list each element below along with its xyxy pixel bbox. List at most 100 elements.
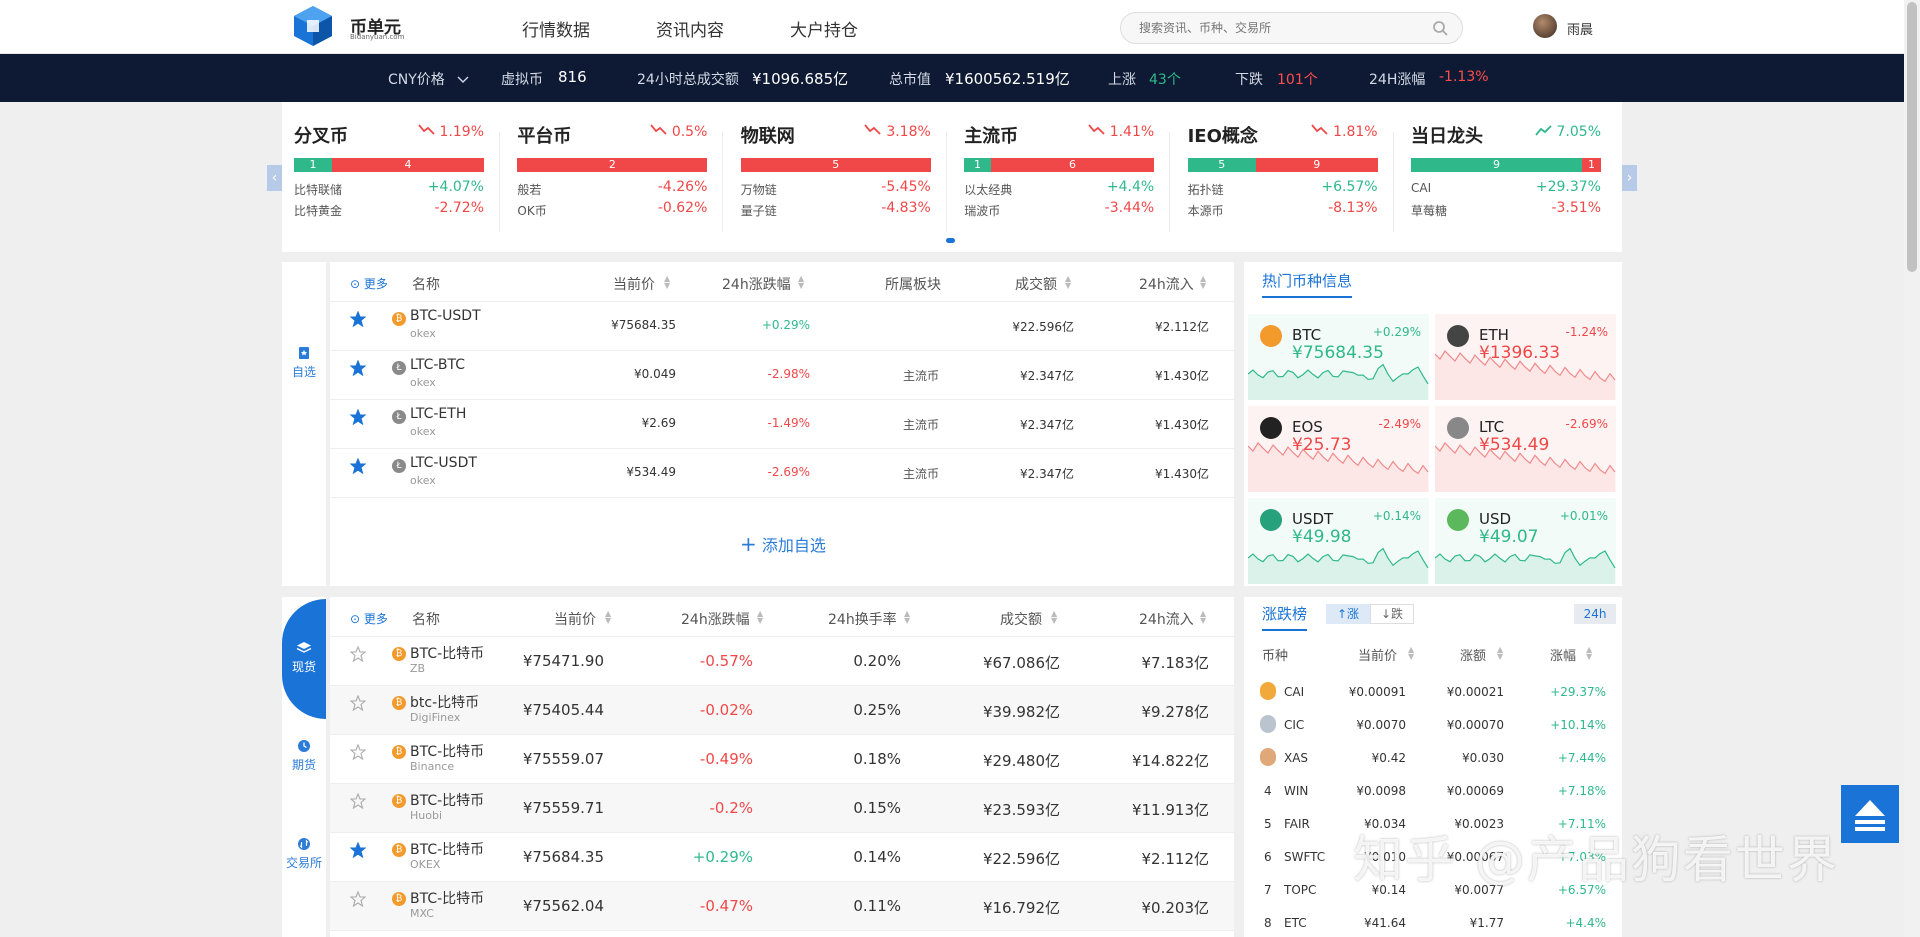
- col-name[interactable]: 名称: [412, 612, 440, 628]
- spot-row[interactable]: ₿ BTC-比特币 OKEX ¥75684.35 +0.29% 0.14% ¥22.596亿…: [330, 833, 1234, 882]
- more-button[interactable]: ⊙ 更多: [350, 610, 388, 627]
- nav-news[interactable]: 资讯内容: [656, 21, 724, 41]
- col-volume[interactable]: 成交额: [1015, 277, 1057, 293]
- star-outline-icon[interactable]: [350, 891, 366, 907]
- col-price[interactable]: 当前价: [1358, 649, 1398, 664]
- ranking-row[interactable]: 3 XAS ¥0.42 ¥0.030 +7.44%: [1244, 741, 1622, 774]
- sort-icon[interactable]: ▲ ▼: [1586, 645, 1593, 661]
- col-name[interactable]: 名称: [412, 277, 440, 293]
- sector-coin-row[interactable]: 万物链 -5.45%: [741, 179, 931, 198]
- col-change[interactable]: 24h涨跌幅: [722, 277, 791, 293]
- sort-icon[interactable]: ▲ ▼: [1200, 609, 1207, 625]
- watchlist-row[interactable]: Ł LTC-USDT okex ¥534.49 -2.69% 主流币 ¥2.347亿 ¥1.4…: [330, 449, 1234, 498]
- col-inflow[interactable]: 24h流入: [1139, 277, 1194, 293]
- hot-coin-card[interactable]: ETH ¥1396.33 -1.24%: [1435, 314, 1616, 400]
- sector-coin-row[interactable]: CAI +29.37%: [1411, 179, 1601, 195]
- watchlist-row[interactable]: Ł LTC-BTC okex ¥0.049 -2.98% 主流币 ¥2.347亿 ¥1.430…: [330, 351, 1234, 400]
- star-filled-icon[interactable]: [350, 360, 366, 376]
- col-price[interactable]: 当前价: [554, 612, 596, 628]
- sector-coin-row[interactable]: OK币 -0.62%: [517, 200, 707, 219]
- search-icon[interactable]: [1432, 20, 1448, 36]
- ranking-row[interactable]: 4 WIN ¥0.0098 ¥0.00069 +7.18%: [1244, 774, 1622, 807]
- col-change[interactable]: 涨幅: [1550, 649, 1577, 664]
- sort-icon[interactable]: ▲ ▼: [798, 274, 805, 290]
- sort-icon[interactable]: ▲ ▼: [1408, 645, 1415, 661]
- carousel-next-button[interactable]: ›: [1622, 165, 1637, 191]
- ranking-row[interactable]: 8 ETC ¥41.64 ¥1.77 +4.4%: [1244, 906, 1622, 937]
- sector-card[interactable]: 物联网 3.18% 5 万物链 -5.45% 量子链 -4.83%: [740, 122, 931, 232]
- col-price[interactable]: 当前价: [613, 277, 655, 293]
- sector-card[interactable]: 平台币 0.5% 2 般若 -4.26% OK币 -0.62%: [517, 122, 708, 232]
- period-24h-button[interactable]: 24h: [1574, 604, 1616, 624]
- ranking-row[interactable]: 6 SWFTC ¥0.010 ¥0.00067 +7.03%: [1244, 840, 1622, 873]
- sector-coin-row[interactable]: 本源币 -8.13%: [1188, 200, 1378, 219]
- sector-coin-row[interactable]: 比特黄金 -2.72%: [294, 200, 484, 219]
- sector-card[interactable]: 当日龙头 7.05% 9 1 CAI +29.37% 草莓糖 -3.51%: [1411, 122, 1601, 232]
- hot-coin-card[interactable]: USD ¥49.07 +0.01%: [1435, 498, 1616, 584]
- sector-card[interactable]: 主流币 1.41% 1 6 以太经典 +4.4% 瑞波币 -3.44%: [964, 122, 1155, 232]
- spot-row[interactable]: ₿ BTC-比特币 ZB ¥75471.90 -0.57% 0.20% ¥67.086亿 ¥7…: [330, 637, 1234, 686]
- col-amount[interactable]: 涨额: [1460, 649, 1487, 664]
- hot-coin-card[interactable]: BTC ¥75684.35 +0.29%: [1248, 314, 1429, 400]
- sort-icon[interactable]: ▲ ▼: [1051, 609, 1058, 625]
- star-outline-icon[interactable]: [350, 646, 366, 662]
- ranking-row[interactable]: 7 TOPC ¥0.14 ¥0.0077 +6.57%: [1244, 873, 1622, 906]
- add-watchlist-button[interactable]: + 添加自选: [740, 532, 826, 556]
- more-button[interactable]: ⊙ 更多: [350, 275, 388, 292]
- ranking-row[interactable]: 1 CAI ¥0.00091 ¥0.00021 +29.37%: [1244, 675, 1622, 708]
- ranking-row[interactable]: 2 CIC ¥0.0070 ¥0.00070 +10.14%: [1244, 708, 1622, 741]
- col-turnover[interactable]: 24h换手率: [828, 612, 897, 628]
- star-outline-icon[interactable]: [350, 695, 366, 711]
- spot-row[interactable]: ₿ BTC-比特币 Binance ¥75559.07 -0.49% 0.18% ¥29.4…: [330, 735, 1234, 784]
- sector-coin-row[interactable]: 般若 -4.26%: [517, 179, 707, 198]
- col-volume[interactable]: 成交额: [1000, 612, 1042, 628]
- sector-coin-row[interactable]: 以太经典 +4.4%: [964, 179, 1154, 198]
- search-box[interactable]: [1120, 12, 1463, 44]
- star-outline-icon[interactable]: [350, 744, 366, 760]
- back-to-top-button[interactable]: [1841, 785, 1899, 843]
- sidebar-item-futures[interactable]: 期货: [282, 739, 326, 773]
- logo-text[interactable]: 币单元: [350, 18, 401, 38]
- hot-coin-card[interactable]: EOS ¥25.73 -2.49%: [1248, 406, 1429, 492]
- watchlist-row[interactable]: ₿ BTC-USDT okex ¥75684.35 +0.29% ¥22.596亿 ¥2.1…: [330, 302, 1234, 351]
- sidebar-item-exchange[interactable]: 交易所: [282, 837, 326, 871]
- sort-icon[interactable]: ▲ ▼: [1200, 274, 1207, 290]
- search-input[interactable]: [1139, 13, 1429, 43]
- username[interactable]: 雨晨: [1567, 23, 1594, 38]
- sector-coin-row[interactable]: 草莓糖 -3.51%: [1411, 200, 1601, 219]
- sidebar-item-watchlist[interactable]: 自选: [282, 346, 326, 380]
- sort-icon[interactable]: ▲ ▼: [1497, 645, 1504, 661]
- carousel-indicator[interactable]: [946, 238, 955, 243]
- col-inflow[interactable]: 24h流入: [1139, 612, 1194, 628]
- sector-coin-row[interactable]: 瑞波币 -3.44%: [964, 200, 1154, 219]
- sort-icon[interactable]: ▲ ▼: [904, 609, 911, 625]
- sort-icon[interactable]: ▲ ▼: [605, 609, 612, 625]
- star-outline-icon[interactable]: [350, 793, 366, 809]
- star-filled-icon[interactable]: [350, 409, 366, 425]
- sort-icon[interactable]: ▲ ▼: [757, 609, 764, 625]
- spot-row[interactable]: ₿ btc-比特币 DigiFinex ¥75405.44 -0.02% 0.25% ¥39…: [330, 686, 1234, 735]
- tab-gainers[interactable]: ↑涨: [1326, 604, 1370, 624]
- spot-row[interactable]: ₿ BTC-比特币 MXC ¥75562.04 -0.47% 0.11% ¥16.792亿 ¥…: [330, 882, 1234, 931]
- carousel-prev-button[interactable]: ‹: [267, 165, 282, 191]
- sector-card[interactable]: IEO概念 1.81% 5 9 拓扑链 +6.57% 本源币 -8.13%: [1187, 122, 1378, 232]
- sort-icon[interactable]: ▲ ▼: [664, 274, 671, 290]
- watchlist-row[interactable]: Ł LTC-ETH okex ¥2.69 -1.49% 主流币 ¥2.347亿 ¥1.430亿: [330, 400, 1234, 449]
- avatar[interactable]: [1533, 14, 1557, 38]
- hot-coin-card[interactable]: LTC ¥534.49 -2.69%: [1435, 406, 1616, 492]
- nav-whale-holdings[interactable]: 大户持仓: [790, 21, 858, 41]
- hot-coin-card[interactable]: USDT ¥49.98 +0.14%: [1248, 498, 1429, 584]
- sector-coin-row[interactable]: 比特联储 +4.07%: [294, 179, 484, 198]
- sidebar-item-spot[interactable]: 现货: [282, 641, 326, 675]
- sort-icon[interactable]: ▲ ▼: [1065, 274, 1072, 290]
- col-change[interactable]: 24h涨跌幅: [681, 612, 750, 628]
- logo-icon[interactable]: [288, 4, 338, 48]
- ranking-row[interactable]: 5 FAIR ¥0.034 ¥0.0023 +7.11%: [1244, 807, 1622, 840]
- sector-coin-row[interactable]: 拓扑链 +6.57%: [1188, 179, 1378, 198]
- star-filled-icon[interactable]: [350, 842, 366, 858]
- sector-coin-row[interactable]: 量子链 -4.83%: [741, 200, 931, 219]
- star-filled-icon[interactable]: [350, 458, 366, 474]
- scrollbar-thumb[interactable]: [1907, 2, 1917, 272]
- star-filled-icon[interactable]: [350, 311, 366, 327]
- nav-market-data[interactable]: 行情数据: [522, 21, 590, 41]
